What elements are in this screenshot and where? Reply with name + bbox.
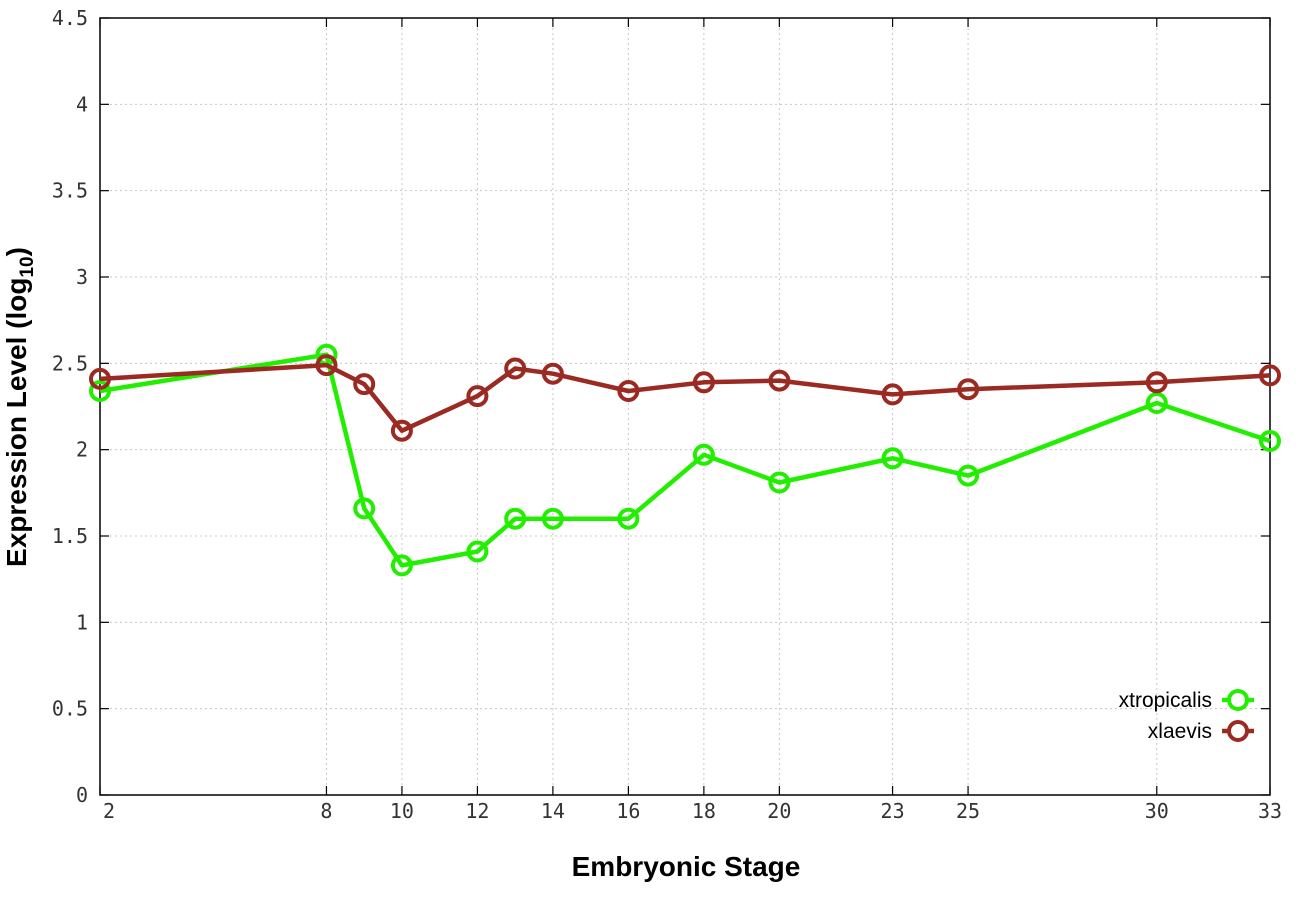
data-point-xtropicalis: [466, 540, 489, 563]
x-tick-label: 14: [541, 799, 565, 823]
legend-item-xlaevis: xlaevis: [1148, 720, 1254, 743]
grid-lines: [100, 18, 1270, 795]
data-point-xtropicalis: [541, 507, 564, 530]
y-axis-title-subscript: 10: [17, 256, 38, 277]
data-point-xlaevis: [1145, 371, 1168, 394]
data-point-xtropicalis: [617, 507, 640, 530]
x-tick-label: 33: [1258, 799, 1282, 823]
x-tick-label: 8: [320, 799, 332, 823]
y-tick-label: 4: [76, 92, 88, 116]
data-point-xtropicalis: [957, 464, 980, 487]
data-point-xlaevis: [541, 362, 564, 385]
axis-ticks: [99, 17, 1271, 796]
data-point-xtropicalis: [353, 497, 376, 520]
data-point-xtropicalis: [504, 507, 527, 530]
legend-item-xtropicalis: xtropicalis: [1119, 689, 1254, 712]
data-point-xlaevis: [504, 357, 527, 380]
data-point-xlaevis: [89, 367, 111, 390]
series-line-xlaevis: [99, 362, 1271, 433]
data-point-xlaevis: [315, 354, 338, 377]
y-tick-label: 3: [76, 265, 88, 289]
x-tick-label: 30: [1145, 799, 1169, 823]
data-point-xtropicalis: [1145, 392, 1168, 414]
plot-frame: [99, 17, 1271, 796]
y-tick-label: 1.5: [52, 524, 88, 548]
y-tick-label: 1: [76, 610, 88, 634]
data-point-xlaevis: [768, 369, 791, 392]
series-xtropicalis: [89, 343, 1281, 577]
y-tick-label: 3.5: [52, 179, 88, 203]
series-lines: [89, 343, 1281, 577]
data-point-xtropicalis: [692, 443, 715, 466]
legend-label: xtropicalis: [1119, 689, 1212, 712]
data-point-xlaevis: [957, 378, 980, 401]
y-axis-tick-labels: 0 0.5 1 1.5 2 2.5 3 3.5 4 4.5: [52, 6, 88, 807]
x-tick-label: 18: [692, 799, 716, 823]
series-line-xtropicalis: [99, 352, 1271, 568]
y-tick-label: 4.5: [52, 6, 88, 30]
legend: xtropicalis xlaevis: [1119, 689, 1254, 743]
data-point-xlaevis: [881, 383, 904, 406]
y-axis-title-main: Expression Level (log: [1, 278, 32, 567]
data-point-xtropicalis: [89, 380, 111, 402]
y-axis-title: Expression Level (log10): [1, 247, 38, 567]
data-point-xtropicalis: [768, 471, 791, 494]
x-tick-label: 25: [956, 799, 980, 823]
legend-label: xlaevis: [1148, 720, 1212, 743]
data-point-xlaevis: [617, 380, 640, 402]
y-tick-label: 2.5: [52, 351, 88, 375]
x-tick-label: 20: [767, 799, 791, 823]
x-tick-label: 10: [390, 799, 414, 823]
x-tick-label: 12: [465, 799, 489, 823]
data-point-xlaevis: [390, 419, 413, 442]
x-tick-label: 23: [881, 799, 905, 823]
data-point-xtropicalis: [881, 447, 904, 470]
x-tick-label: 16: [616, 799, 640, 823]
y-tick-label: 2: [76, 438, 88, 462]
y-axis-title-close: ): [1, 247, 32, 256]
data-point-xtropicalis: [390, 554, 413, 577]
legend-swatch-marker: [1227, 689, 1249, 711]
legend-swatch-marker: [1227, 720, 1249, 742]
data-point-xlaevis: [692, 371, 715, 394]
data-point-xtropicalis: [1259, 430, 1281, 452]
y-tick-label: 0: [76, 783, 88, 807]
x-tick-label: 2: [103, 799, 115, 823]
data-point-xlaevis: [1259, 364, 1281, 387]
x-axis-title: Embryonic Stage: [572, 851, 801, 882]
x-axis-tick-labels: 2 8 10 12 14 16 18 20 23 25 30 33: [103, 799, 1282, 823]
data-point-xlaevis: [466, 385, 489, 408]
series-xlaevis: [89, 354, 1281, 442]
data-point-xlaevis: [353, 373, 376, 396]
y-tick-label: 0.5: [52, 697, 88, 721]
